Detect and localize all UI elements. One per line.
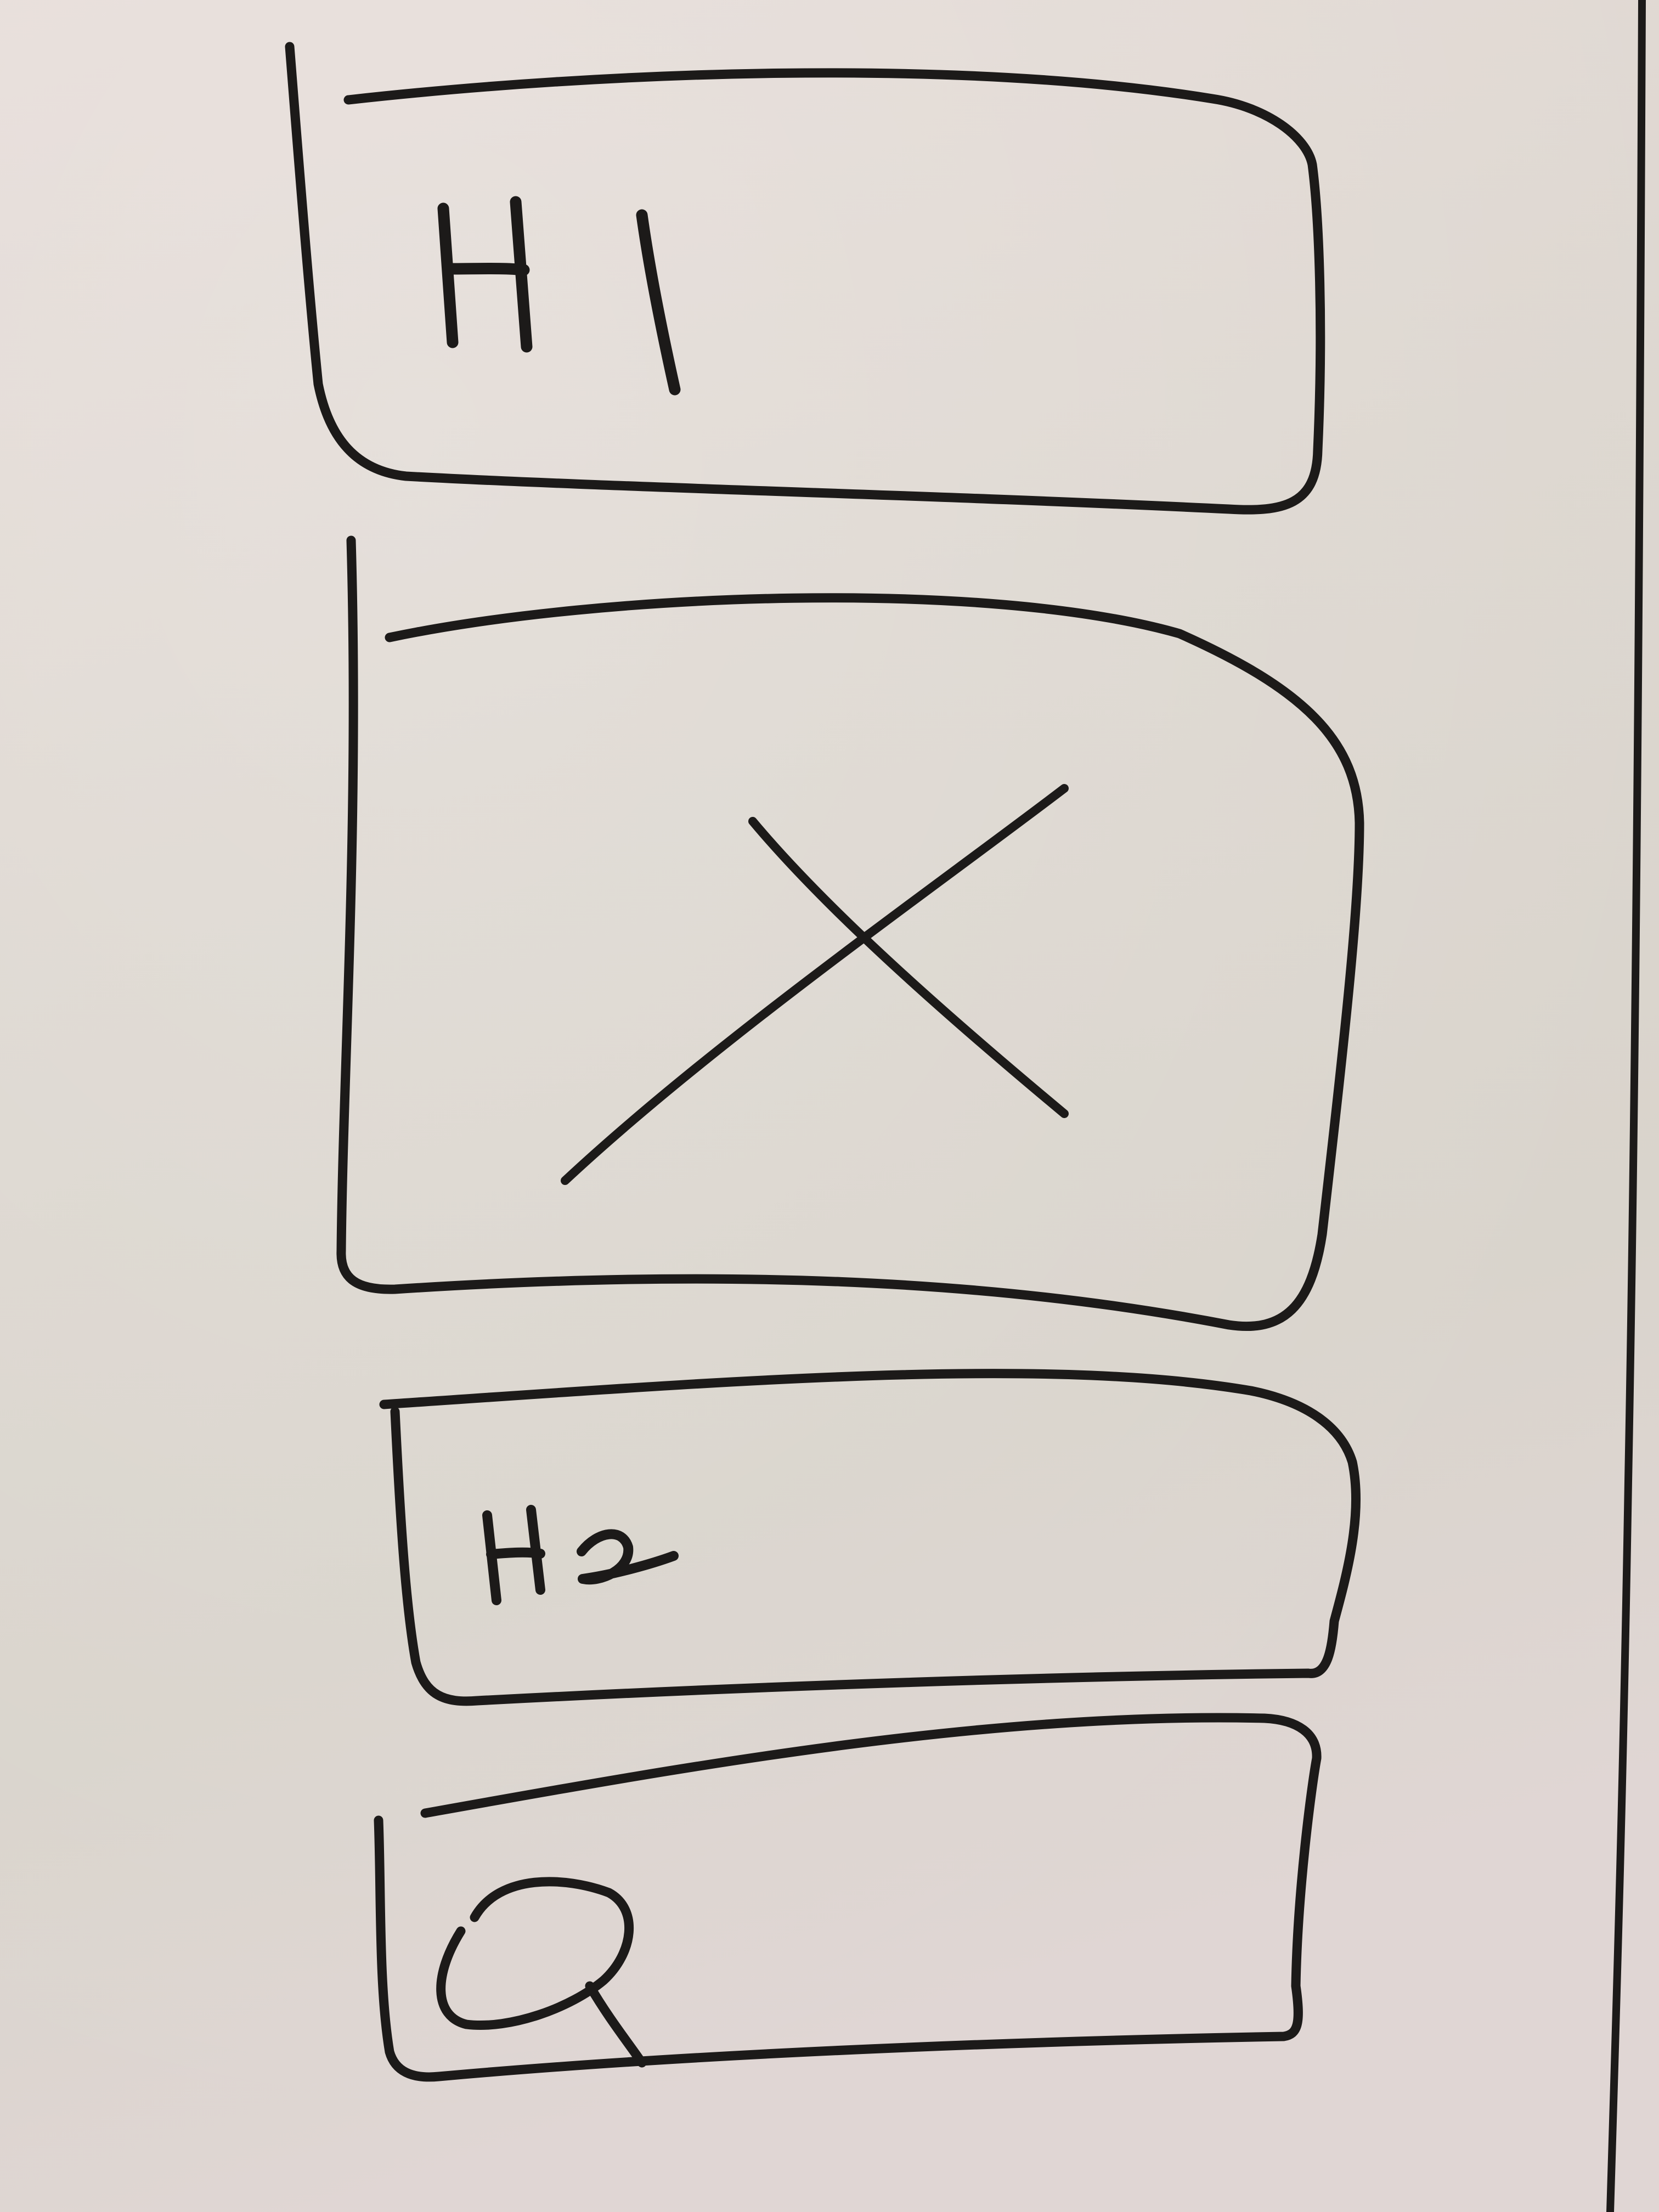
wireframe-block-h2	[379, 1369, 1361, 1706]
image-placeholder-x-icon	[561, 784, 1069, 1185]
wireframe-block-image	[336, 535, 1364, 1331]
wireframe-block-search	[374, 1713, 1322, 2082]
image-block-outline	[336, 535, 1364, 1331]
h1-text-glyph	[437, 196, 681, 396]
h1-block-outline	[285, 42, 1325, 515]
h2-text-glyph	[482, 1505, 679, 1605]
wireframe-block-h1	[285, 42, 1325, 515]
search-icon-lens	[436, 1877, 634, 2030]
search-block-outline	[374, 1713, 1322, 2082]
search-icon-handle	[585, 1981, 647, 2068]
search-icon	[436, 1877, 647, 2068]
board-edge-line	[1606, 0, 1646, 2212]
h2-block-outline	[379, 1369, 1361, 1706]
